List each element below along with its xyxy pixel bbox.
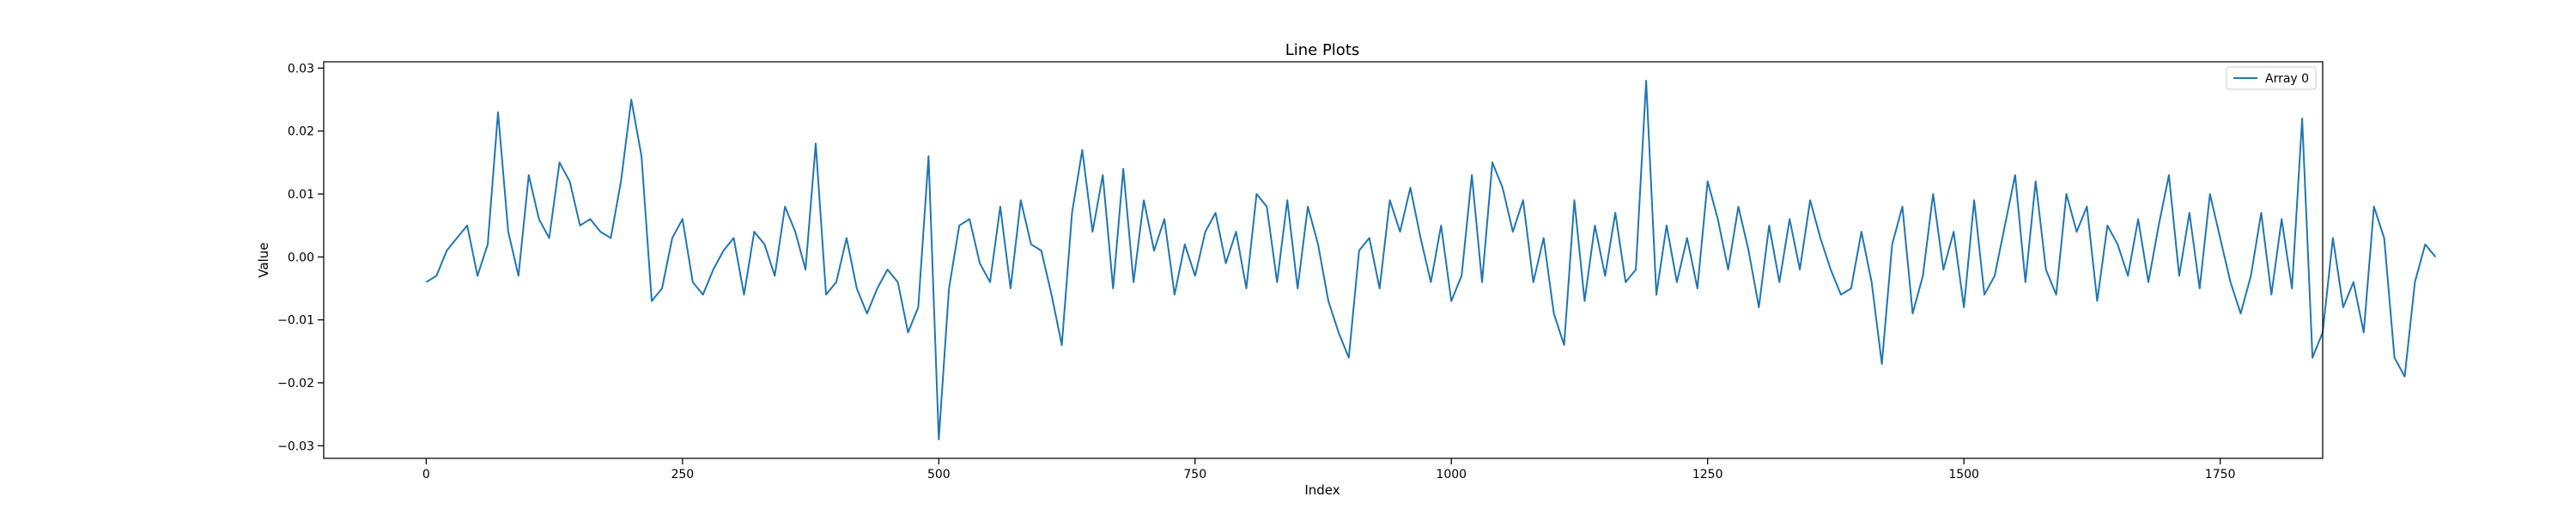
axes-frame (323, 61, 2324, 459)
x-axis-label: Index (1304, 482, 1340, 498)
x-tick-label: 250 (671, 468, 694, 482)
x-tick-label: 1000 (1436, 468, 1467, 482)
x-tick-label: 750 (1183, 468, 1206, 482)
legend-label: Array 0 (2265, 72, 2309, 86)
series-line-0 (425, 80, 2437, 440)
y-tick-label: 0.01 (288, 188, 314, 202)
y-axis-label: Value (256, 242, 271, 277)
x-tick-label: 0 (422, 468, 430, 482)
y-tick-label: −0.03 (277, 439, 314, 453)
y-tick-label: 0.03 (288, 62, 314, 76)
x-tick-label: 1750 (2205, 468, 2236, 482)
plot-area (425, 80, 2437, 440)
legend: Array 0 (2226, 66, 2317, 90)
x-tick-label: 1500 (1948, 468, 1979, 482)
y-tick-label: −0.02 (277, 377, 314, 391)
x-axis-ticks: 0 250 500 750 1000 1250 1500 1750 (422, 458, 2236, 482)
chart-title: Line Plots (1285, 41, 1360, 59)
y-tick-label: 0.02 (288, 125, 314, 139)
y-tick-label: −0.01 (277, 314, 314, 328)
y-tick-label: 0.00 (288, 251, 314, 264)
y-axis-ticks: −0.03 −0.02 −0.01 0.00 0.01 0.02 0.03 (277, 62, 324, 453)
x-tick-label: 1250 (1692, 468, 1723, 482)
x-tick-label: 500 (927, 468, 951, 482)
legend-box (2226, 66, 2317, 90)
